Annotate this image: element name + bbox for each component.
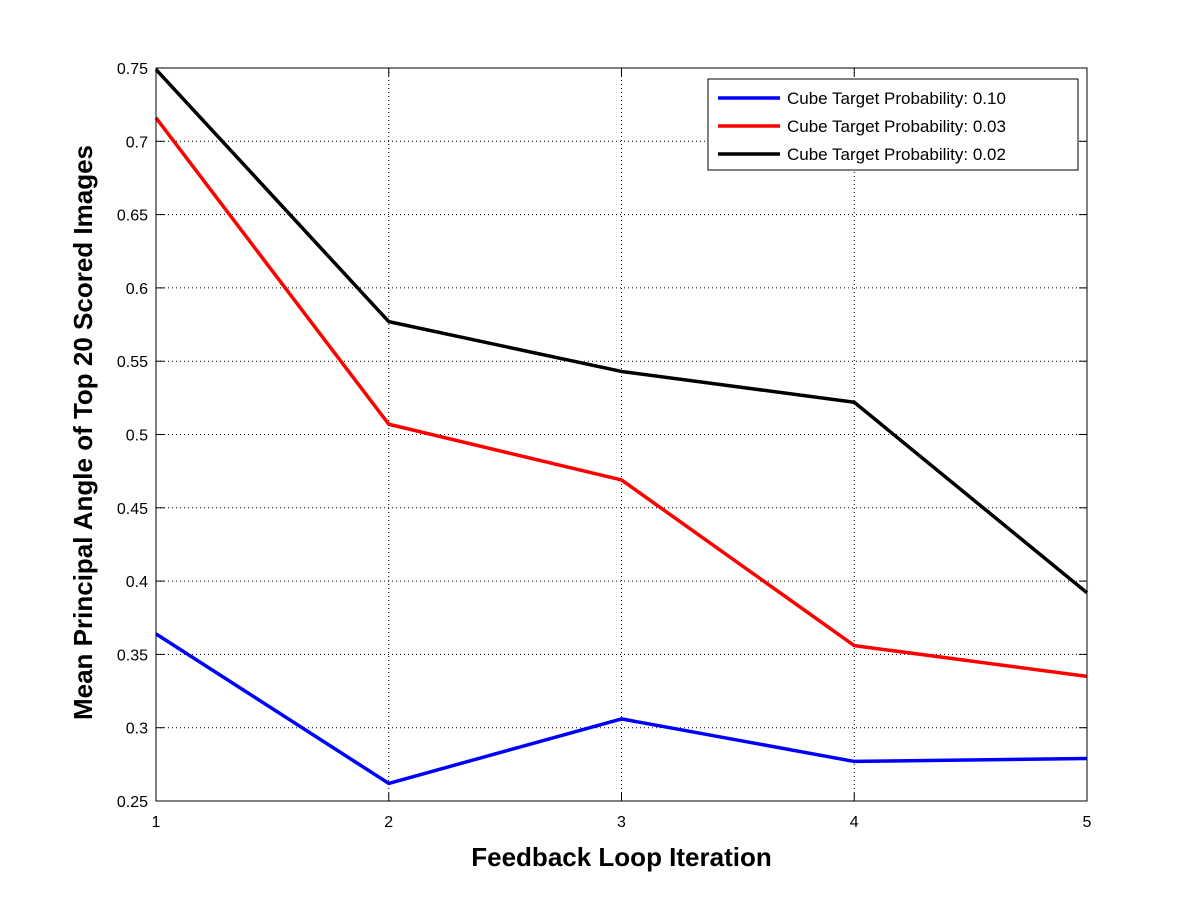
- series-layer: [154, 68, 1089, 786]
- y-axis-title: Mean Principal Angle of Top 20 Scored Im…: [68, 145, 98, 720]
- y-tick-label: 0.25: [117, 794, 148, 811]
- legend-label-2: Cube Target Probability: 0.03: [787, 117, 1006, 136]
- x-tick-label: 1: [152, 814, 161, 831]
- y-tick-label: 0.5: [126, 428, 148, 445]
- x-tick-label: 5: [1083, 814, 1092, 831]
- x-tick-label: 3: [617, 814, 626, 831]
- y-tick-label: 0.3: [126, 721, 148, 738]
- y-tick-label: 0.7: [126, 134, 148, 151]
- y-tick-labels: 0.25 0.3 0.35 0.4 0.45 0.5 0.55 0.6 0.65 0.7 0.75: [117, 61, 148, 811]
- y-tick-label: 0.55: [117, 354, 148, 371]
- y-tick-label: 0.6: [126, 281, 148, 298]
- x-tick-label: 2: [384, 814, 393, 831]
- y-tick-label: 0.35: [117, 647, 148, 664]
- y-tick-label: 0.65: [117, 208, 148, 225]
- y-tick-label: 0.4: [126, 574, 148, 591]
- legend-label-1: Cube Target Probability: 0.10: [787, 89, 1006, 108]
- legend-label-3: Cube Target Probability: 0.02: [787, 145, 1006, 164]
- series-line-2: [154, 116, 1088, 679]
- x-tick-label: 4: [850, 814, 859, 831]
- x-axis-title: Feedback Loop Iteration: [471, 842, 772, 872]
- y-tick-label: 0.45: [117, 501, 148, 518]
- tick-marks: [155, 67, 1088, 802]
- legend: Cube Target Probability: 0.10 Cube Target…: [707, 78, 1079, 171]
- series-line-1: [155, 632, 1088, 786]
- series-line-3: [154, 68, 1089, 595]
- y-tick-label: 0.75: [117, 61, 148, 78]
- x-tick-labels: 1 2 3 4 5: [152, 814, 1092, 831]
